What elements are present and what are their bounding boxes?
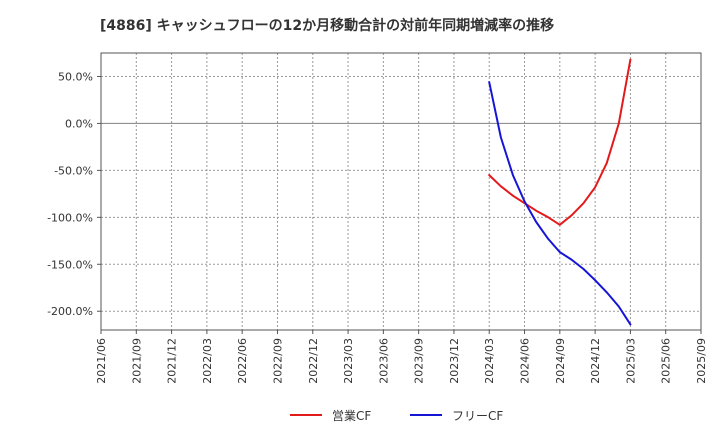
x-tick-label: 2025/06 (660, 338, 673, 384)
grid (101, 53, 701, 330)
y-tick-label: 0.0% (65, 117, 93, 130)
x-tick-label: 2022/06 (236, 338, 249, 384)
y-axis-ticks: 50.0% 0.0% -50.0% -100.0% -150.0% -200.0% (47, 70, 101, 318)
x-tick-label: 2024/09 (554, 338, 567, 384)
x-tick-label: 2022/09 (271, 338, 284, 384)
axes (100, 52, 702, 331)
x-tick-label: 2021/09 (130, 338, 143, 384)
x-tick-label: 2024/03 (483, 338, 496, 384)
x-tick-label: 2025/09 (695, 338, 708, 384)
x-tick-label: 2021/12 (166, 338, 179, 384)
plot-frame (100, 52, 702, 331)
x-tick-label: 2022/03 (201, 338, 214, 384)
x-tick-label: 2023/12 (448, 338, 461, 384)
x-axis-ticks: 2021/06 2021/09 2021/12 2022/03 2022/06 2022/… (95, 330, 708, 384)
series-line-2 (488, 81, 632, 326)
y-tick-label: -50.0% (54, 164, 93, 177)
legend: 営業CF フリーCF (290, 409, 503, 423)
x-tick-label: 2025/03 (624, 338, 637, 384)
x-tick-label: 2022/12 (307, 338, 320, 384)
legend-label-2: フリーCF (452, 409, 503, 423)
y-tick-label: -100.0% (47, 211, 93, 224)
x-tick-label: 2023/09 (413, 338, 426, 384)
x-tick-label: 2024/12 (589, 338, 602, 384)
series-line-1 (488, 58, 632, 226)
legend-label-1: 営業CF (332, 409, 371, 423)
series-lines (488, 58, 632, 326)
y-tick-label: -200.0% (47, 305, 93, 318)
y-tick-label: 50.0% (58, 70, 93, 83)
chart-title: [4886] キャッシュフローの12か月移動合計の対前年同期増減率の推移 (100, 17, 554, 34)
y-tick-label: -150.0% (47, 258, 93, 271)
x-tick-label: 2023/03 (342, 338, 355, 384)
x-tick-label: 2021/06 (95, 338, 108, 384)
x-tick-label: 2024/06 (519, 338, 532, 384)
x-tick-label: 2023/06 (377, 338, 390, 384)
